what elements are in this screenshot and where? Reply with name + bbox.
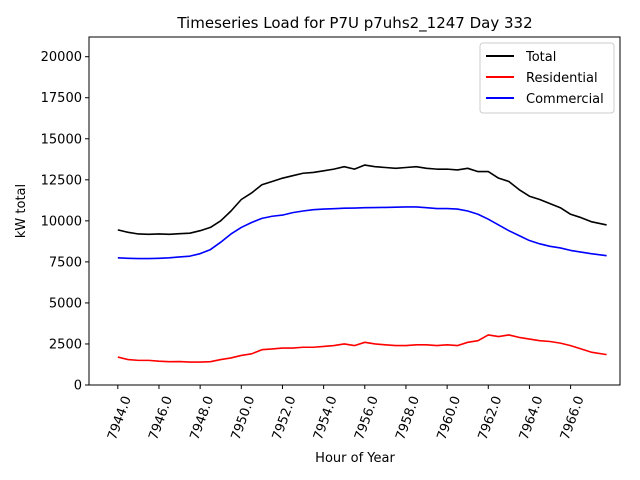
chart-title: Timeseries Load for P7U p7uhs2_1247 Day … [176, 14, 532, 33]
series-line-residential [117, 334, 607, 363]
series-group [117, 164, 607, 363]
series-line-total [117, 164, 607, 236]
legend-label-residential: Residential [526, 71, 598, 86]
y-axis: 0 2500 5000 7500 10000 12500 15000 17500 20000 [41, 50, 89, 394]
plot-frame [88, 36, 621, 386]
y-axis-label: kW total [14, 184, 29, 238]
legend-box [479, 42, 615, 114]
y-tick-label: 0 [74, 379, 82, 394]
legend-label-commercial: Commercial [526, 92, 604, 107]
y-tick-label: 10000 [41, 214, 82, 229]
legend-label-total: Total [525, 50, 556, 65]
x-axis-label: Hour of Year [315, 451, 395, 466]
y-tick-label: 5000 [49, 296, 82, 311]
y-tick-label: 2500 [49, 337, 82, 352]
y-tick-label: 20000 [41, 50, 82, 65]
y-tick-label: 12500 [41, 173, 82, 188]
series-line-commercial [117, 206, 607, 260]
y-tick-label: 7500 [49, 255, 82, 270]
y-tick-label: 17500 [41, 91, 82, 106]
y-tick-label: 15000 [41, 132, 82, 147]
legend: Total Residential Commercial [479, 42, 615, 114]
